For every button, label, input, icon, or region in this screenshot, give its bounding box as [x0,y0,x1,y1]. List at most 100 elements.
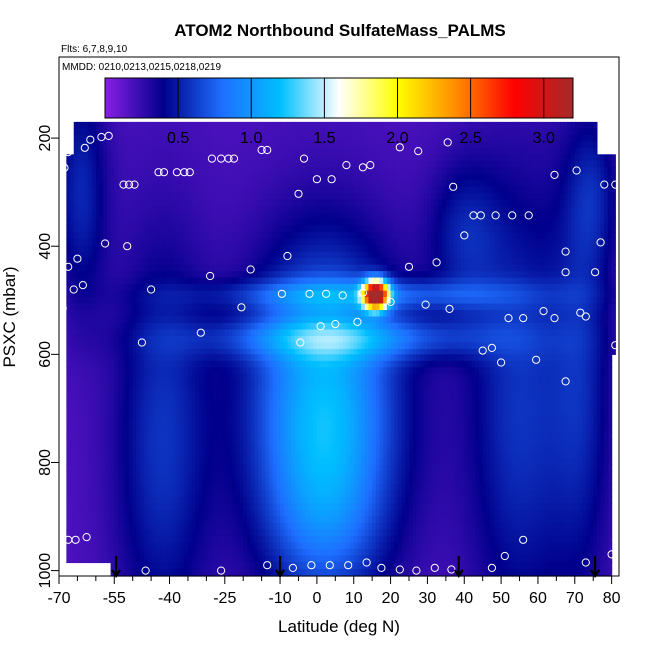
heatmap-cell [361,121,366,129]
heatmap-cell [545,180,550,188]
heatmap-cell [217,277,222,285]
heatmap-cell [283,297,289,305]
heatmap-cell [210,245,215,253]
heatmap-cell [195,193,200,201]
heatmap-cell [390,212,395,220]
heatmap-cell [346,238,351,246]
heatmap-cell [246,303,252,311]
heatmap-cell [99,251,104,259]
heatmap-cell [405,284,410,292]
heatmap-cell [409,225,414,233]
heatmap-cell [265,264,270,272]
heatmap-cell [154,193,160,201]
heatmap-cell [117,342,123,350]
heatmap-cell [541,238,546,246]
heatmap-cell [184,277,189,285]
heatmap-cell [475,147,480,155]
heatmap-cell [335,167,340,175]
heatmap-cell [291,251,296,259]
heatmap-cell [331,290,336,298]
heatmap-cell [250,154,255,162]
heatmap-cell [191,212,196,220]
heatmap-cell [206,147,211,155]
heatmap-cell [563,245,569,253]
heatmap-cell [501,128,506,136]
heatmap-cell [70,342,75,350]
heatmap-cell [217,271,222,279]
heatmap-cell [379,310,384,318]
heatmap-cell [427,251,432,259]
heatmap-cell [339,212,344,220]
heatmap-cell [375,277,381,285]
heatmap-cell [552,277,557,285]
heatmap-cell [530,271,535,279]
heatmap-cell [235,290,241,298]
heatmap-cell [199,141,204,149]
heatmap-cell [257,219,263,227]
heatmap-cell [534,141,539,149]
heatmap-cell [276,167,281,175]
heatmap-cell [184,264,189,272]
heatmap-cell [66,303,71,311]
heatmap-cell [305,173,311,181]
heatmap-cell [143,154,149,162]
heatmap-cell [324,258,329,266]
heatmap-cell [475,186,480,194]
heatmap-cell [184,154,189,162]
heatmap-cell [320,277,325,285]
heatmap-cell [283,329,289,337]
heatmap-cell [537,284,543,292]
heatmap-cell [453,245,458,253]
heatmap-cell [129,232,134,240]
heatmap-cell [283,121,289,129]
heatmap-cell [199,180,204,188]
heatmap-cell [412,322,417,331]
heatmap-cell [471,225,476,233]
heatmap-cell [467,147,473,155]
heatmap-cell [523,251,528,259]
heatmap-cell [497,258,502,266]
heatmap-cell [121,245,126,253]
heatmap-cell [545,186,550,194]
heatmap-cell [320,121,325,129]
heatmap-cell [327,206,333,214]
heatmap-cell [427,180,432,188]
heatmap-cell [420,310,425,318]
heatmap-cell [567,322,572,331]
heatmap-cell [357,121,362,129]
heatmap-cell [449,335,454,344]
heatmap-cell [320,160,325,168]
heatmap-cell [99,290,104,298]
heatmap-cell [563,180,569,188]
heatmap-cell [331,342,336,350]
heatmap-cell [283,206,289,214]
heatmap-cell [254,342,259,350]
heatmap-cell [224,264,230,272]
heatmap-cell [357,245,362,253]
heatmap-cell [228,160,233,168]
heatmap-cell [121,277,126,285]
heatmap-cell [368,245,373,253]
heatmap-cell [313,147,318,155]
heatmap-cell [537,134,543,142]
heatmap-cell [497,193,502,201]
heatmap-cell [442,316,447,324]
heatmap-cell [549,310,554,318]
heatmap-cell [519,212,524,220]
heatmap-cell [117,348,123,355]
heatmap-cell [405,348,410,355]
heatmap-cell [70,160,75,168]
heatmap-cell [173,245,178,253]
heatmap-cell [77,238,82,246]
heatmap-cell [117,258,123,266]
heatmap-cell [199,335,204,344]
heatmap-cell [309,167,314,175]
heatmap-cell [571,154,576,162]
heatmap-cell [187,297,193,305]
heatmap-cell [95,348,101,355]
heatmap-cell [560,271,565,279]
heatmap-cell [66,238,71,246]
heatmap-cell [257,271,263,279]
heatmap-cell [81,154,86,162]
heatmap-cell [269,342,274,350]
